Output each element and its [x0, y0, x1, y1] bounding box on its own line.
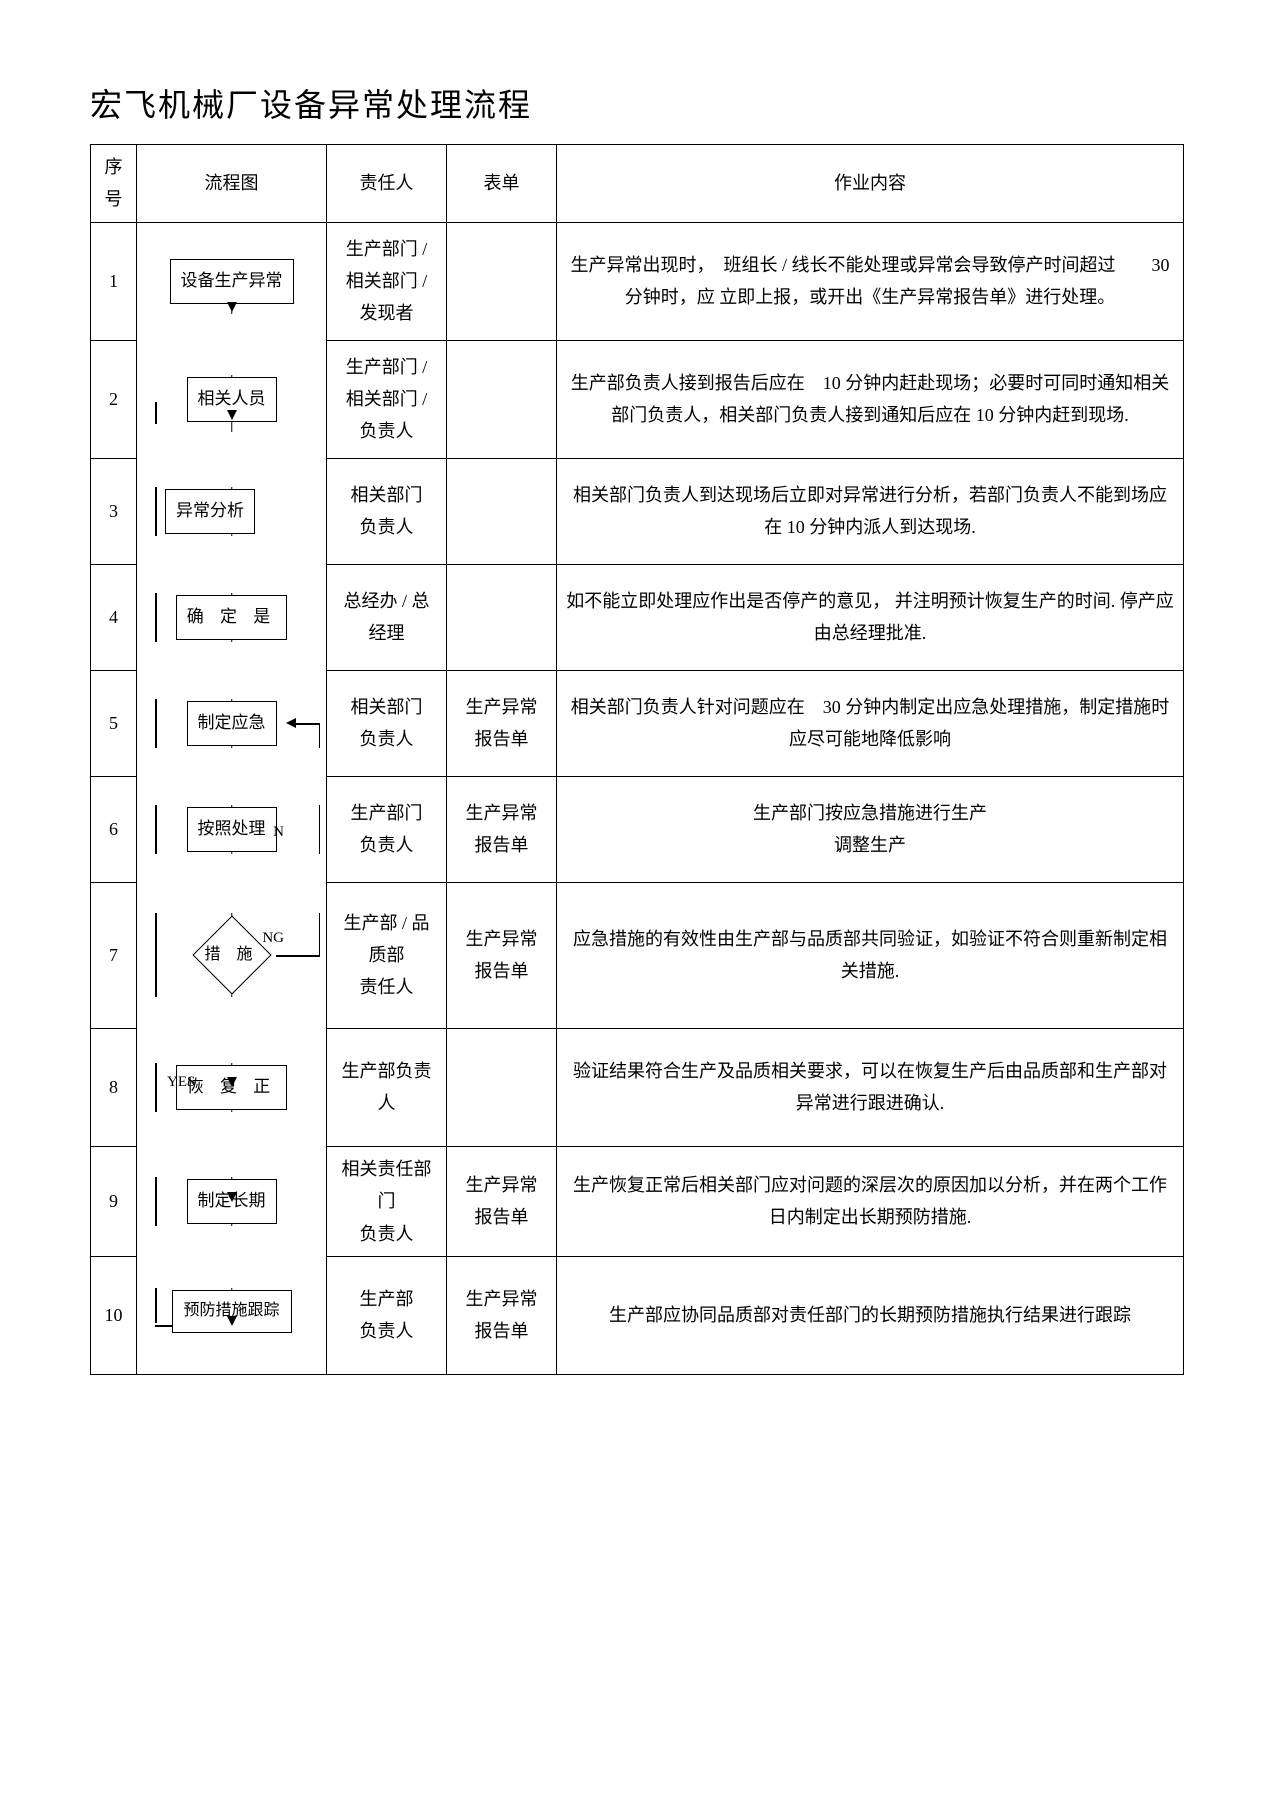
page-title: 宏飞机械厂设备异常处理流程: [90, 80, 1184, 126]
form-cell: 生产异常 报告单: [447, 776, 557, 882]
flow-cell: 制定长期: [137, 1146, 327, 1256]
content-cell: 应急措施的有效性由生产部与品质部共同验证，如验证不符合则重新制定相关措施.: [557, 882, 1184, 1028]
form-cell: [447, 564, 557, 670]
col-content: 作业内容: [557, 145, 1184, 223]
flow-node: 异常分析: [165, 489, 255, 534]
flow-node: 设备生产异常: [170, 259, 294, 304]
flow-cell: 制定应急: [137, 670, 327, 776]
seq-cell: 10: [91, 1256, 137, 1374]
form-cell: [447, 1028, 557, 1146]
col-form: 表单: [447, 145, 557, 223]
resp-cell: 生产部门 负责人: [327, 776, 447, 882]
resp-cell: 总经办 / 总 经理: [327, 564, 447, 670]
flow-decision: 措 施: [192, 915, 272, 995]
resp-cell: 生产部 负责人: [327, 1256, 447, 1374]
seq-cell: 7: [91, 882, 137, 1028]
content-cell: 生产恢复正常后相关部门应对问题的深层次的原因加以分析，并在两个工作日内制定出长期…: [557, 1146, 1184, 1256]
resp-cell: 相关部门 负责人: [327, 458, 447, 564]
table-row: 7 措 施 NG 生产部 / 品 质部 责任人 生产异常 报告单: [91, 882, 1184, 1028]
seq-cell: 3: [91, 458, 137, 564]
resp-cell: 生产部 / 品 质部 责任人: [327, 882, 447, 1028]
resp-cell: 生产部负责 人: [327, 1028, 447, 1146]
seq-cell: 9: [91, 1146, 137, 1256]
flow-cell: 设备生产异常: [137, 222, 327, 340]
content-cell: 生产异常出现时， 班组长 / 线长不能处理或异常会导致停产时间超过 30 分钟时…: [557, 222, 1184, 340]
table-row: 4 确 定 是 总经办 / 总 经理 如不能立即处理应作出是否停产的意见， 并注…: [91, 564, 1184, 670]
form-cell: 生产异常 报告单: [447, 670, 557, 776]
process-table: 序号 流程图 责任人 表单 作业内容 1 设备生产异常 生产部门 / 相关部门 …: [90, 144, 1184, 1375]
seq-cell: 5: [91, 670, 137, 776]
col-resp: 责任人: [327, 145, 447, 223]
content-cell: 生产部负责人接到报告后应在 10 分钟内赶赴现场；必要时可同时通知相关部门负责人…: [557, 340, 1184, 458]
col-flow: 流程图: [137, 145, 327, 223]
content-cell: 生产部门按应急措施进行生产 调整生产: [557, 776, 1184, 882]
table-row: 8 YES 恢 复 正 生产部负责 人 验证结果符合生产及品质相关要求，可以在恢…: [91, 1028, 1184, 1146]
table-header-row: 序号 流程图 责任人 表单 作业内容: [91, 145, 1184, 223]
flow-node: 制定应急: [187, 701, 277, 746]
form-cell: 生产异常 报告单: [447, 882, 557, 1028]
flow-node: 按照处理: [187, 807, 277, 852]
flow-cell: 预防措施跟踪: [137, 1256, 327, 1374]
flow-cell: 异常分析: [137, 458, 327, 564]
seq-cell: 2: [91, 340, 137, 458]
flow-label-yes: YES: [167, 1069, 195, 1096]
seq-cell: 6: [91, 776, 137, 882]
seq-cell: 8: [91, 1028, 137, 1146]
form-cell: 生产异常 报告单: [447, 1146, 557, 1256]
form-cell: [447, 222, 557, 340]
table-row: 6 按照处理 N 生产部门 负责人 生产异常 报告单 生产部门按应急措施进行生产…: [91, 776, 1184, 882]
form-cell: [447, 458, 557, 564]
form-cell: 生产异常 报告单: [447, 1256, 557, 1374]
content-cell: 如不能立即处理应作出是否停产的意见， 并注明预计恢复生产的时间. 停产应由总经理…: [557, 564, 1184, 670]
resp-cell: 生产部门 / 相关部门 / 发现者: [327, 222, 447, 340]
resp-cell: 生产部门 / 相关部门 / 负责人: [327, 340, 447, 458]
col-seq: 序号: [91, 145, 137, 223]
form-cell: [447, 340, 557, 458]
flow-label-n: N: [273, 819, 284, 846]
table-row: 5 制定应急 相关部门 负责人 生产异常 报告单 相关部门负责人针对问题应在 3…: [91, 670, 1184, 776]
flow-cell: 确 定 是: [137, 564, 327, 670]
resp-cell: 相关责任部 门 负责人: [327, 1146, 447, 1256]
resp-cell: 相关部门 负责人: [327, 670, 447, 776]
table-row: 9 制定长期 相关责任部 门 负责人 生产异常 报告单 生产恢复正常后相关部门应…: [91, 1146, 1184, 1256]
seq-cell: 1: [91, 222, 137, 340]
table-row: 3 异常分析 相关部门 负责人 相关部门负责人到达现场后立即对异常进行分析，若部…: [91, 458, 1184, 564]
flow-cell: 按照处理 N: [137, 776, 327, 882]
flow-cell: 措 施 NG: [137, 882, 327, 1028]
flow-node: 确 定 是: [176, 595, 288, 640]
flow-label-ng: NG: [262, 925, 284, 952]
content-cell: 相关部门负责人针对问题应在 30 分钟内制定出应急处理措施，制定措施时应尽可能地…: [557, 670, 1184, 776]
table-row: 2 相关人员 生产部门 / 相关部门 / 负责人 生产部负责人接到报告后应在 1…: [91, 340, 1184, 458]
table-row: 1 设备生产异常 生产部门 / 相关部门 / 发现者 生产异常出现时， 班组长 …: [91, 222, 1184, 340]
flow-cell: YES 恢 复 正: [137, 1028, 327, 1146]
content-cell: 验证结果符合生产及品质相关要求，可以在恢复生产后由品质部和生产部对异常进行跟进确…: [557, 1028, 1184, 1146]
flow-cell: 相关人员: [137, 340, 327, 458]
content-cell: 生产部应协同品质部对责任部门的长期预防措施执行结果进行跟踪: [557, 1256, 1184, 1374]
content-cell: 相关部门负责人到达现场后立即对异常进行分析，若部门负责人不能到场应在 10 分钟…: [557, 458, 1184, 564]
seq-cell: 4: [91, 564, 137, 670]
table-row: 10 预防措施跟踪 生产部 负责人 生产异常 报告单 生产部应协同品质部对责任部…: [91, 1256, 1184, 1374]
